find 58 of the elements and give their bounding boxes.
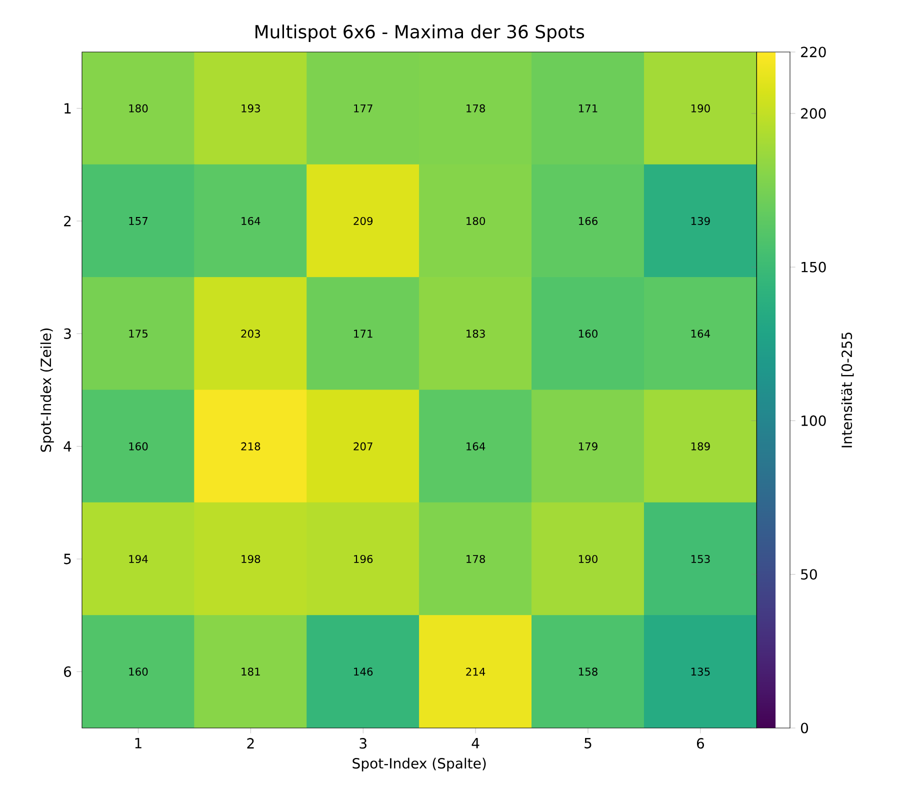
- data-label: 183: [466, 330, 485, 338]
- data-label: 189: [691, 442, 710, 450]
- y-axis-title: Spot-Index (Zeile): [40, 328, 54, 452]
- data-label: 218: [241, 442, 260, 450]
- data-label: 198: [242, 554, 260, 564]
- data-label: 171: [354, 330, 372, 338]
- data-label: 177: [354, 104, 372, 112]
- color-bar-title: Intensität [0-255: [841, 332, 854, 448]
- data-label: 203: [241, 330, 260, 338]
- data-label: 209: [354, 216, 373, 226]
- data-label: 180: [129, 104, 148, 112]
- color-bar-label: 50: [801, 569, 817, 580]
- data-label: 160: [129, 668, 148, 676]
- data-label: 171: [578, 104, 598, 112]
- data-label: 158: [578, 668, 598, 676]
- color-bar-label: 100: [802, 415, 826, 426]
- data-label: 175: [129, 330, 148, 338]
- data-label: 190: [691, 104, 710, 112]
- y-tick-label: 6: [64, 666, 72, 677]
- data-label: 214: [466, 668, 486, 676]
- y-tick-label: 3: [64, 328, 71, 339]
- color-bar-label: 200: [801, 108, 826, 119]
- y-tick-label: 2: [64, 216, 71, 226]
- data-label: 207: [354, 442, 372, 450]
- data-label: 164: [691, 330, 710, 338]
- data-label: 166: [578, 216, 598, 226]
- data-label: 160: [578, 330, 598, 338]
- y-tick-label: 5: [64, 554, 71, 564]
- x-tick-label: 5: [584, 738, 592, 748]
- color-bar-label: 150: [802, 262, 826, 272]
- data-label: 196: [354, 554, 373, 564]
- data-label: 146: [354, 668, 373, 676]
- data-label: 164: [466, 442, 486, 450]
- x-tick-label: 2: [247, 738, 254, 748]
- data-label: 160: [129, 442, 148, 450]
- data-label: 193: [242, 104, 260, 112]
- data-label: 139: [691, 216, 710, 226]
- data-label: 153: [691, 554, 710, 564]
- data-label: 135: [691, 668, 710, 676]
- chart-title: Multispot 6x6 - Maxima der 36 Spots: [256, 24, 584, 42]
- y-tick-label: 1: [64, 103, 71, 114]
- data-label: 157: [129, 217, 148, 225]
- color-bar-label: 0: [800, 722, 808, 734]
- x-tick-label: 4: [472, 738, 480, 748]
- data-label: 181: [242, 668, 260, 676]
- x-axis-title: Spot-Index (Spalte): [352, 758, 486, 772]
- data-label: 194: [129, 554, 148, 564]
- x-tick-label: 1: [135, 738, 142, 748]
- data-label: 190: [578, 554, 598, 564]
- data-label: 164: [242, 216, 260, 226]
- data-label: 178: [466, 104, 486, 112]
- data-label: 178: [466, 554, 486, 564]
- color-bar-label: 220: [801, 46, 826, 58]
- x-tick-label: 6: [696, 738, 704, 749]
- data-label: 180: [466, 216, 486, 226]
- data-label: 179: [578, 442, 598, 450]
- y-tick-label: 4: [64, 441, 72, 452]
- x-tick-label: 3: [360, 738, 366, 749]
